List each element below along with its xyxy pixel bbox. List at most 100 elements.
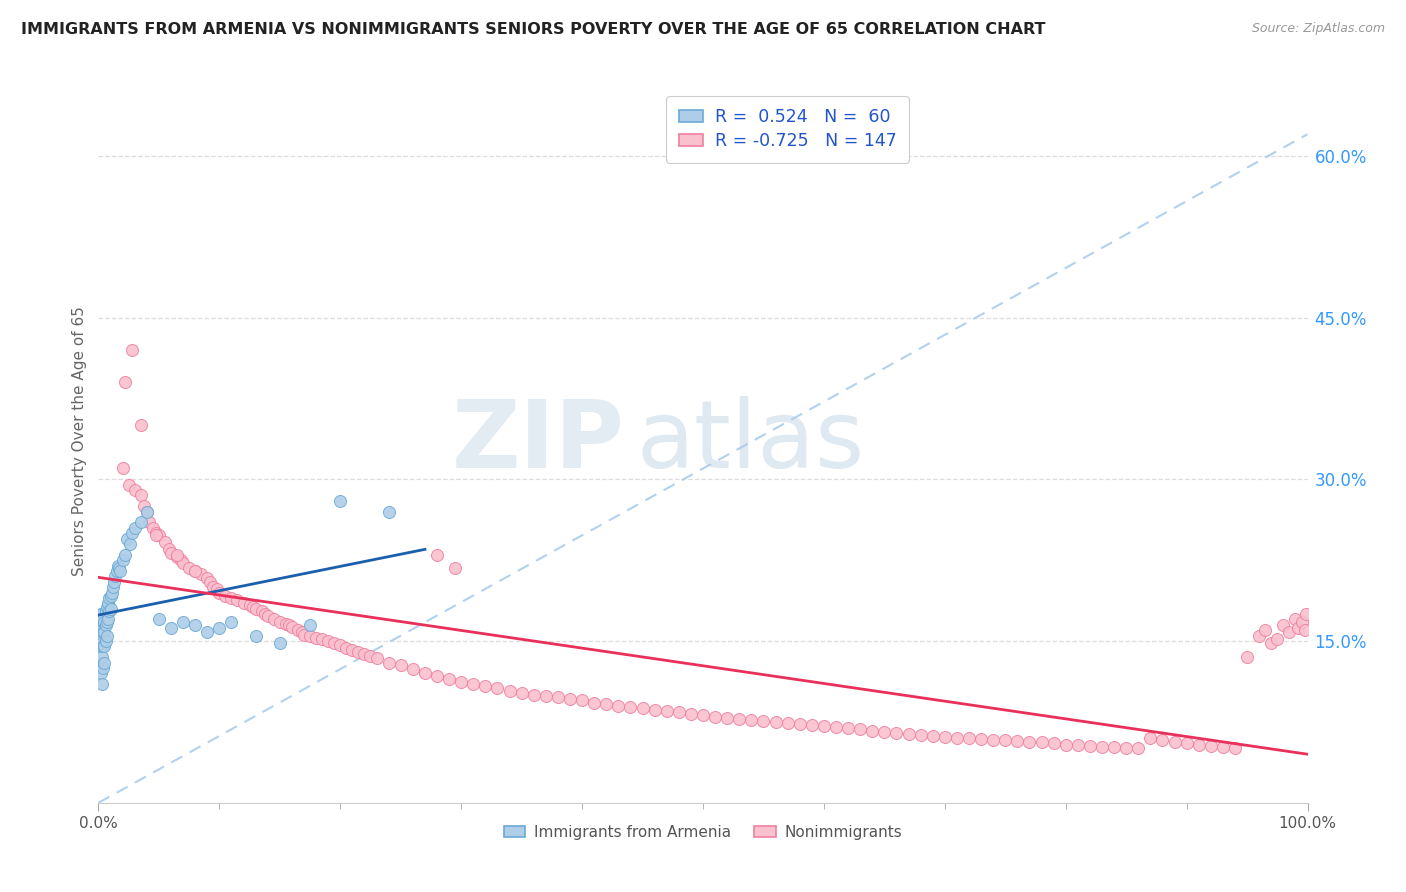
Point (1260, 636, 1282, 650)
Point (679, 707, 702, 722)
Point (250, 604, 273, 618)
Point (184, 564, 207, 578)
Point (198, 574, 221, 589)
Point (668, 705, 690, 719)
Point (486, 681, 509, 696)
Point (239, 599, 262, 613)
Point (160, 621, 183, 635)
Point (1188, 738, 1211, 752)
Point (970, 732, 993, 747)
Point (426, 548, 449, 562)
Point (169, 553, 191, 567)
Point (274, 616, 297, 631)
Point (96, 599, 118, 614)
Point (94, 604, 117, 618)
Point (111, 553, 134, 567)
Point (450, 675, 472, 690)
Point (100, 589, 122, 603)
Point (921, 729, 943, 743)
Point (90, 607, 112, 621)
Point (360, 649, 382, 664)
Point (342, 642, 364, 657)
Point (91, 677, 114, 691)
Point (214, 589, 236, 603)
Point (89, 656, 111, 670)
Point (287, 624, 309, 638)
Point (145, 526, 167, 541)
Point (96, 615, 118, 629)
Point (897, 727, 920, 741)
Point (129, 418, 152, 433)
Point (752, 714, 775, 728)
Point (114, 376, 136, 390)
Point (269, 636, 291, 650)
Point (1295, 607, 1317, 621)
Point (98, 604, 121, 618)
Point (281, 620, 304, 634)
Point (1286, 621, 1309, 635)
Point (299, 629, 322, 643)
Point (437, 672, 460, 686)
Point (389, 657, 412, 672)
Point (1175, 737, 1198, 751)
Point (534, 689, 557, 703)
Point (655, 704, 678, 718)
Point (93, 656, 115, 670)
Point (1007, 734, 1029, 748)
Point (90, 640, 112, 654)
Point (91, 636, 114, 650)
Point (114, 548, 136, 562)
Point (860, 723, 883, 738)
Point (347, 645, 370, 659)
Point (184, 618, 207, 632)
Point (269, 615, 291, 629)
Point (96, 629, 118, 643)
Point (728, 712, 751, 726)
Point (91, 640, 114, 654)
Point (94, 618, 117, 632)
Point (946, 731, 969, 745)
Text: atlas: atlas (637, 395, 865, 488)
Point (1128, 740, 1150, 755)
Point (100, 585, 122, 599)
Point (377, 505, 399, 519)
Point (547, 690, 569, 705)
Point (910, 728, 932, 742)
Point (957, 731, 980, 745)
Point (765, 714, 787, 729)
Point (631, 701, 654, 715)
Point (118, 477, 141, 491)
Point (366, 651, 388, 665)
Point (184, 564, 207, 578)
Point (402, 662, 425, 676)
Point (90, 666, 112, 681)
Point (153, 534, 176, 549)
Point (523, 688, 546, 702)
Point (1236, 650, 1258, 665)
Point (245, 601, 267, 615)
Point (179, 560, 201, 574)
Point (1291, 615, 1313, 629)
Point (121, 526, 143, 541)
Point (290, 625, 312, 640)
Point (93, 625, 115, 640)
Point (91, 625, 114, 640)
Point (91, 624, 114, 638)
Point (98, 591, 121, 605)
Point (292, 627, 315, 641)
Point (166, 548, 188, 562)
Point (1212, 739, 1234, 754)
Point (254, 607, 277, 621)
Point (105, 564, 128, 578)
Point (474, 679, 496, 693)
Point (510, 686, 533, 700)
Point (205, 582, 228, 597)
Point (148, 528, 170, 542)
Point (1249, 629, 1271, 643)
Point (692, 708, 714, 723)
Point (97, 596, 120, 610)
Point (107, 558, 129, 573)
Point (91, 612, 114, 626)
Point (129, 488, 152, 502)
Point (813, 719, 835, 733)
